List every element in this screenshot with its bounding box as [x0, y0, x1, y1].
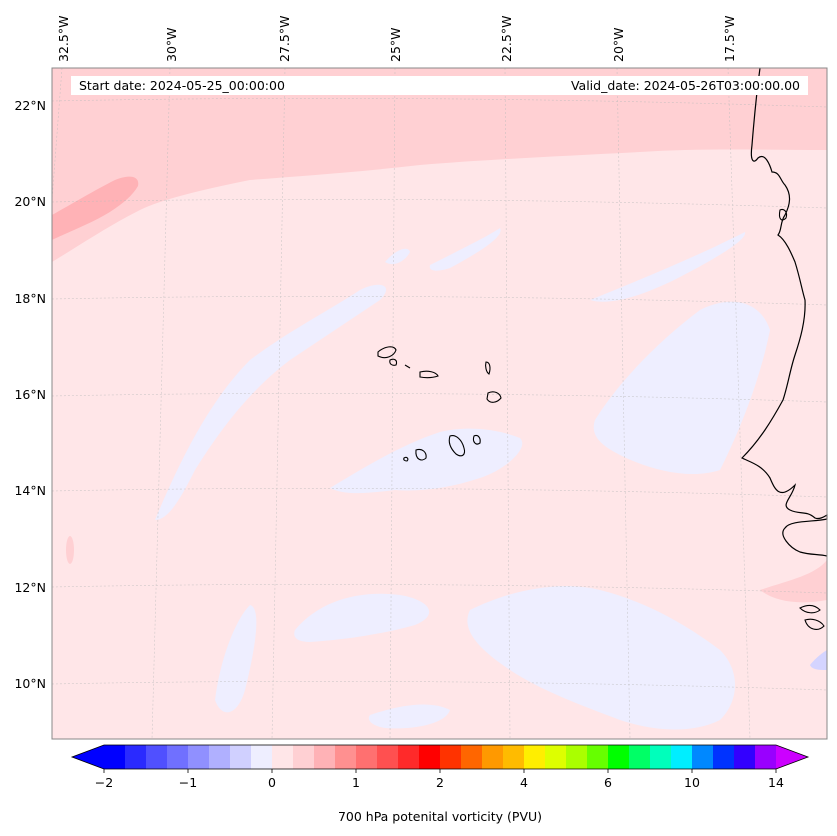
- pv-contour-blue-band-4: [590, 232, 746, 302]
- lat-label-12n: 12°N: [14, 580, 46, 595]
- colorbar-swatch: [314, 745, 336, 769]
- colorbar-swatch: [545, 745, 567, 769]
- colorbar-swatch: [587, 745, 609, 769]
- colorbar-ticks: −2 −1 0 1 2 4 6 10 14: [95, 769, 784, 790]
- start-date-label: Start date: 2024-05-25_00:00:00: [79, 78, 285, 93]
- lon-label-27-5w: 27.5°W: [277, 16, 292, 62]
- island-santa-luzia: [404, 364, 411, 369]
- colorbar-swatch: [629, 745, 651, 769]
- pv-contour-blue-center: [330, 428, 523, 494]
- header-banner: [71, 76, 808, 95]
- colorbar-swatch: [146, 745, 168, 769]
- colorbar-swatch: [167, 745, 189, 769]
- colorbar-swatch: [293, 745, 315, 769]
- island-sal: [485, 361, 491, 375]
- colorbar-swatch: [188, 745, 210, 769]
- lon-label-30w: 30°W: [164, 27, 179, 62]
- pv-contour-blue-band-2: [429, 228, 501, 271]
- colorbar-tick-label: 6: [604, 775, 612, 790]
- island-santiago: [448, 435, 466, 457]
- map-panel: Start date: 2024-05-25_00:00:00 Valid_da…: [51, 67, 828, 740]
- coastline-island-north: [778, 208, 788, 221]
- island-sao-vicente: [389, 358, 398, 366]
- latitude-labels: 22°N 20°N 18°N 16°N 14°N 12°N 10°N: [14, 98, 46, 691]
- island-maio: [472, 434, 481, 445]
- lat-label-10n: 10°N: [14, 676, 46, 691]
- colorbar-swatch: [125, 745, 147, 769]
- island-brava: [403, 456, 409, 462]
- lat-label-16n: 16°N: [14, 387, 46, 402]
- lat-label-22n: 22°N: [14, 98, 46, 113]
- colorbar-extend-high: [776, 745, 808, 769]
- colorbar-tick-label: 1: [352, 775, 360, 790]
- pv-contour-dot: [69, 182, 75, 190]
- island-sao-nicolau: [419, 370, 439, 379]
- colorbar-swatch: [209, 745, 231, 769]
- lat-label-14n: 14°N: [14, 483, 46, 498]
- colorbar-tick-label: 10: [684, 775, 700, 790]
- colorbar-swatch: [398, 745, 420, 769]
- colorbar-swatch: [230, 745, 252, 769]
- cape-verde-islands: [377, 346, 502, 462]
- lon-label-20w: 20°W: [611, 27, 626, 62]
- colorbar-swatch: [419, 745, 441, 769]
- colorbar-swatch: [335, 745, 357, 769]
- lon-label-25w: 25°W: [388, 27, 403, 62]
- pv-contour-blue-corner: [810, 650, 827, 670]
- colorbar-tick-label: −2: [95, 775, 113, 790]
- pv-contour-blue-south-1: [215, 605, 257, 713]
- colorbar-swatch: [272, 745, 294, 769]
- colorbar: −2 −1 0 1 2 4 6 10 14 700 hPa potenital vorticit…: [70, 744, 810, 824]
- colorbar-swatch: [503, 745, 525, 769]
- pv-contour-blue-band-3: [385, 248, 410, 265]
- longitude-labels: 32.5°W 30°W 27.5°W 25°W 22.5°W 20°W 17.5…: [56, 16, 737, 62]
- lon-label-32-5w: 32.5°W: [56, 16, 71, 62]
- colorbar-swatch: [734, 745, 756, 769]
- pv-contour-small-pink: [66, 536, 74, 564]
- colorbar-swatch: [566, 745, 588, 769]
- lon-label-22-5w: 22.5°W: [499, 16, 514, 62]
- island-fogo: [415, 448, 427, 461]
- valid-date-label: Valid_date: 2024-05-26T03:00:00.00: [571, 78, 800, 93]
- pv-contour-blue-south-2: [294, 593, 430, 642]
- colorbar-swatch: [104, 745, 126, 769]
- colorbar-swatch: [755, 745, 777, 769]
- colorbar-swatch: [356, 745, 378, 769]
- coastline-senegal-fragment: [799, 605, 825, 630]
- colorbar-swatch: [713, 745, 735, 769]
- colorbar-swatch: [461, 745, 483, 769]
- colorbar-swatch: [251, 745, 273, 769]
- colorbar-label: 700 hPa potenital vorticity (PVU): [338, 809, 542, 824]
- colorbar-tick-label: 4: [520, 775, 528, 790]
- pv-contour-medium-pink: [52, 176, 139, 240]
- colorbar-swatch: [440, 745, 462, 769]
- pv-contour-pink-band: [52, 68, 827, 262]
- island-boa-vista: [486, 391, 502, 403]
- colorbar-tick-label: 2: [436, 775, 444, 790]
- colorbar-tick-label: 14: [768, 775, 784, 790]
- colorbar-swatch: [608, 745, 630, 769]
- colorbar-swatch: [524, 745, 546, 769]
- pv-contour-blue-east: [593, 301, 770, 475]
- pv-contour-blue-south-4: [368, 704, 450, 729]
- lat-label-18n: 18°N: [14, 291, 46, 306]
- pv-contour-blue-band: [155, 284, 387, 520]
- pv-contour-pink-se: [760, 560, 827, 603]
- colorbar-swatch: [482, 745, 504, 769]
- colorbar-swatches: [104, 745, 777, 769]
- colorbar-extend-low: [72, 745, 104, 769]
- gridlines: [51, 67, 828, 740]
- pv-contour-blue-south-3: [467, 586, 735, 730]
- colorbar-swatch: [692, 745, 714, 769]
- colorbar-tick-label: −1: [179, 775, 197, 790]
- lon-label-17-5w: 17.5°W: [722, 16, 737, 62]
- colorbar-swatch: [377, 745, 399, 769]
- lat-label-20n: 20°N: [14, 194, 46, 209]
- colorbar-swatch: [650, 745, 672, 769]
- island-santo-antao: [377, 346, 397, 359]
- map-frame: [51, 67, 828, 740]
- colorbar-swatch: [671, 745, 693, 769]
- colorbar-tick-label: 0: [268, 775, 276, 790]
